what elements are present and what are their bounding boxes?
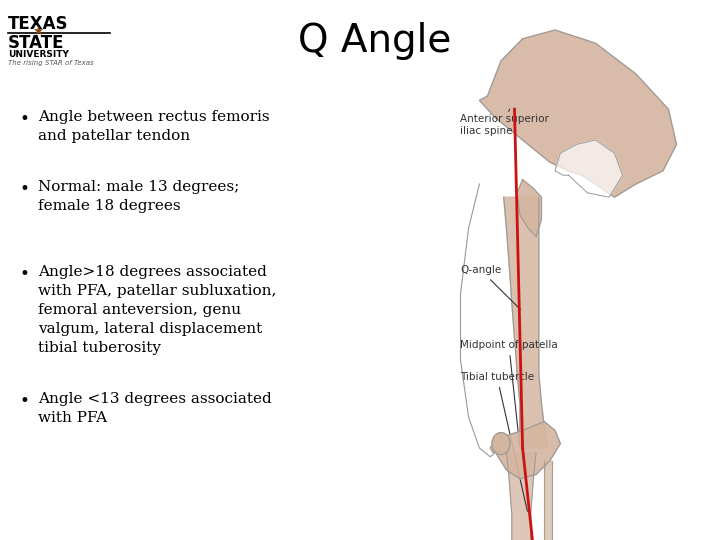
Text: Midpoint of patella: Midpoint of patella xyxy=(460,340,558,445)
Text: Anterior superior
iliac spine: Anterior superior iliac spine xyxy=(460,109,549,136)
Polygon shape xyxy=(517,180,541,237)
Text: STATE: STATE xyxy=(8,34,65,52)
Text: •: • xyxy=(20,392,30,410)
Text: Q-angle: Q-angle xyxy=(460,265,521,309)
Text: •: • xyxy=(20,110,30,128)
Text: UNIVERSITY: UNIVERSITY xyxy=(8,50,69,59)
Ellipse shape xyxy=(492,433,510,455)
Polygon shape xyxy=(504,197,547,448)
Text: Q Angle: Q Angle xyxy=(297,22,451,59)
Polygon shape xyxy=(480,30,677,197)
Polygon shape xyxy=(490,422,560,479)
Polygon shape xyxy=(506,453,536,540)
Text: ★: ★ xyxy=(32,25,44,38)
Polygon shape xyxy=(555,140,623,197)
Text: •: • xyxy=(20,265,30,283)
Text: TEXAS: TEXAS xyxy=(8,15,68,33)
Text: Tibial tubercle: Tibial tubercle xyxy=(460,372,534,511)
Polygon shape xyxy=(544,461,552,540)
Text: Angle between rectus femoris
and patellar tendon: Angle between rectus femoris and patella… xyxy=(38,110,269,143)
Text: Angle <13 degrees associated
with PFA: Angle <13 degrees associated with PFA xyxy=(38,392,271,425)
Text: Angle>18 degrees associated
with PFA, patellar subluxation,
femoral anteversion,: Angle>18 degrees associated with PFA, pa… xyxy=(38,265,276,355)
Text: •: • xyxy=(20,180,30,198)
Text: Normal: male 13 degrees;
female 18 degrees: Normal: male 13 degrees; female 18 degre… xyxy=(38,180,239,213)
Text: The rising STAR of Texas: The rising STAR of Texas xyxy=(8,60,94,66)
